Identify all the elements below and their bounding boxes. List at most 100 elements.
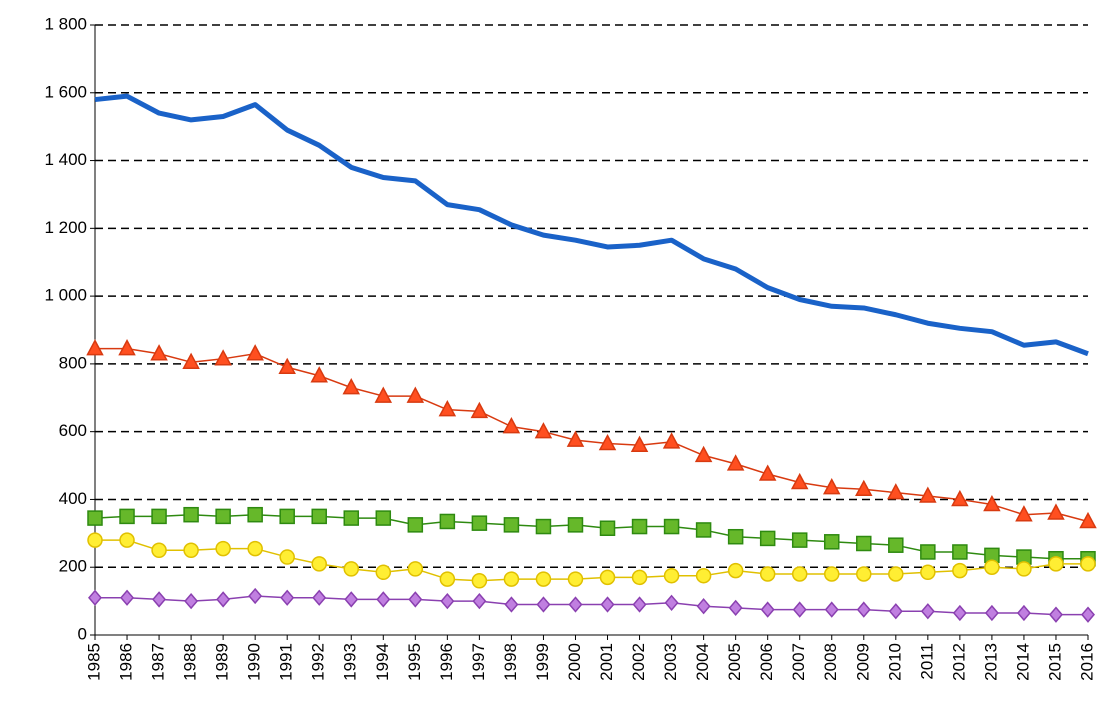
marker [952,562,968,579]
marker [695,567,712,584]
marker [888,603,903,620]
marker [151,508,167,525]
marker [1048,606,1063,623]
marker [247,540,263,557]
marker [791,566,808,582]
x-tick-label: 2013 [981,643,1000,681]
x-tick-label: 1997 [469,643,488,681]
marker [662,432,681,449]
marker [406,386,425,403]
marker [472,592,487,610]
marker [88,589,102,606]
marker [695,522,712,538]
marker [696,598,711,615]
marker [503,517,520,533]
marker [535,518,552,535]
x-tick-label: 1993 [341,643,360,681]
y-tick-label: 400 [59,489,87,508]
x-tick-label: 2016 [1077,643,1096,681]
marker [310,366,328,383]
marker [408,591,423,608]
marker [182,352,200,369]
marker [87,532,103,548]
marker [567,517,584,533]
x-tick-label: 1985 [84,643,103,681]
x-tick-label: 2007 [789,643,808,681]
marker [312,589,327,606]
marker [630,435,649,452]
marker [856,601,871,618]
marker [663,518,680,535]
x-tick-label: 1989 [213,643,232,681]
marker [343,561,360,577]
y-tick-label: 1 800 [44,14,87,33]
series-line [95,347,1089,523]
marker [951,489,969,507]
marker [1081,606,1095,623]
marker [248,587,263,605]
x-tick-label: 2009 [853,643,872,681]
marker [567,571,584,587]
marker [471,515,488,531]
x-tick-label: 1995 [405,643,424,681]
x-tick-label: 1996 [437,643,456,681]
x-tick-label: 2002 [629,643,648,681]
y-tick-label: 800 [59,353,87,372]
marker [856,535,872,552]
marker [247,506,263,523]
marker [280,589,295,606]
x-tick-label: 1988 [181,643,200,681]
x-tick-label: 2004 [693,643,712,681]
marker [727,562,744,579]
marker [599,520,616,536]
marker [215,540,231,557]
x-tick-label: 2008 [821,643,840,681]
x-tick-label: 2014 [1013,643,1032,681]
marker [856,566,872,582]
marker [120,589,135,606]
marker [663,567,680,584]
series-line [95,539,1088,582]
x-tick-label: 2010 [885,643,904,681]
marker [407,517,424,533]
marker [983,494,1001,512]
y-tick-label: 200 [59,557,87,576]
marker [758,464,777,481]
x-tick-label: 2015 [1045,643,1064,681]
y-tick-label: 1 600 [44,82,87,101]
x-tick-label: 2003 [661,643,680,681]
marker [183,542,199,559]
marker [278,357,296,375]
x-tick-label: 2000 [565,643,584,681]
marker [598,433,617,451]
marker [568,596,583,613]
marker [438,400,457,417]
marker [728,599,743,617]
marker [502,416,521,434]
marker [342,378,361,395]
marker [887,483,905,500]
marker [279,508,295,525]
marker [311,508,327,525]
series-line [94,93,1089,357]
marker [632,596,647,613]
marker [791,532,808,548]
marker [86,339,104,356]
marker [183,506,199,523]
marker [119,532,135,548]
y-tick-label: 600 [59,421,87,440]
marker [600,596,615,613]
x-tick-label: 2011 [917,643,936,680]
marker [375,510,392,526]
marker [984,559,1000,575]
marker [214,349,232,366]
marker [694,445,713,463]
marker [470,401,489,419]
marker [855,479,873,497]
marker [216,591,231,608]
y-tick-label: 1 000 [44,286,87,305]
marker [727,528,744,545]
marker [888,566,904,582]
marker [375,564,392,581]
